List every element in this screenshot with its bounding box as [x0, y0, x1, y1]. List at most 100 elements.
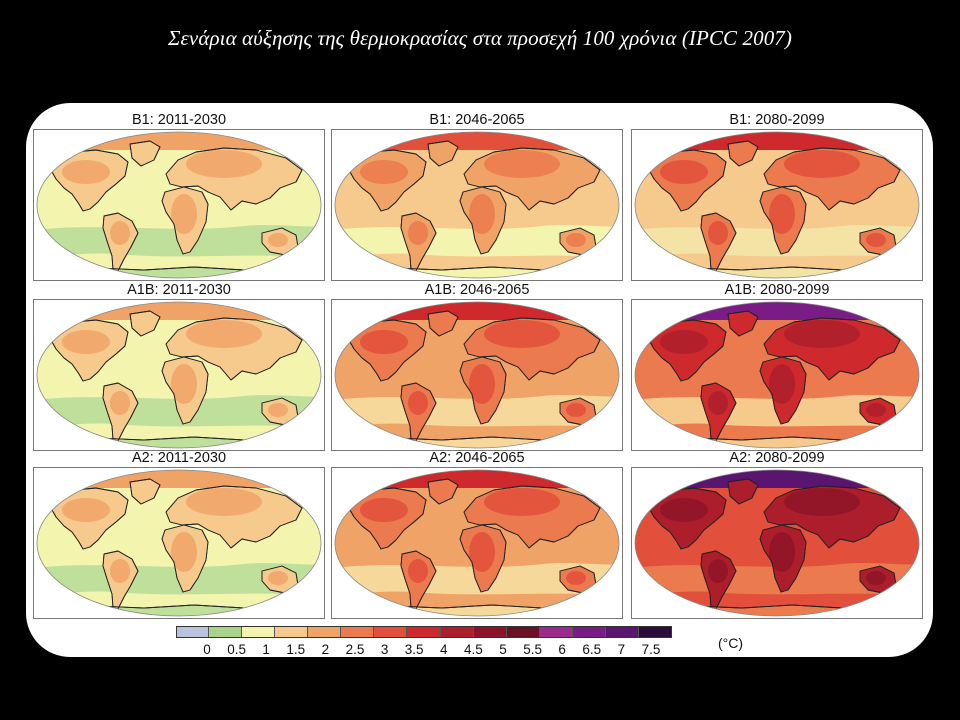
colorbar-tick-label: 5 — [499, 642, 507, 657]
coastline-eurasia — [763, 485, 901, 549]
warming-hotspot — [566, 403, 586, 417]
coastline-south-america — [400, 382, 437, 442]
coastline-eurasia — [763, 317, 901, 381]
globe-outline — [334, 131, 620, 279]
warming-hotspot — [660, 160, 708, 184]
colorbar-swatch — [176, 626, 210, 638]
warming-hotspot — [769, 194, 795, 234]
map-frame — [631, 467, 923, 619]
coastline-greenland — [727, 478, 759, 505]
arctic-region — [335, 470, 619, 488]
coastline-north-america — [50, 149, 129, 212]
map-content — [335, 302, 619, 448]
colorbar-tick-label: 0 — [203, 642, 211, 657]
coastline-eurasia — [165, 147, 303, 211]
arctic-region — [635, 470, 919, 488]
coastline-africa — [459, 186, 507, 255]
colorbar-tick-label: 4 — [440, 642, 448, 657]
warming-hotspot — [866, 403, 886, 417]
arctic-region — [37, 132, 321, 150]
colorbar-swatch — [440, 626, 474, 638]
panel-a1b-2046-2065: A1B: 2046-2065 — [331, 282, 623, 452]
world-map — [634, 469, 920, 617]
coastline-africa — [459, 524, 507, 593]
colorbar-unit: (°C) — [718, 635, 744, 651]
arctic-region — [37, 470, 321, 488]
coastline-north-america — [348, 149, 427, 212]
coastline-eurasia — [165, 485, 303, 549]
warming-hotspot — [110, 559, 130, 583]
map-content — [635, 470, 919, 616]
colorbar-tick-label: 0.5 — [227, 642, 246, 657]
coastline-greenland — [727, 310, 759, 337]
panel-a2-2080-2099: A2: 2080-2099 — [631, 450, 923, 620]
colorbar-tick-label: 6 — [558, 642, 566, 657]
coastline-africa — [161, 186, 209, 255]
map-content — [335, 470, 619, 616]
warming-hotspot — [469, 364, 495, 404]
map-content — [37, 470, 321, 616]
warming-hotspot — [708, 559, 728, 583]
colorbar-swatch — [209, 626, 243, 638]
warming-hotspot — [186, 488, 262, 516]
colorbar-tick-label: 1.5 — [286, 642, 306, 657]
panel-a2-2011-2030: A2: 2011-2030 — [33, 450, 325, 620]
panel-a2-2046-2065: A2: 2046-2065 — [331, 450, 623, 620]
warming-hotspot — [408, 391, 428, 415]
warming-hotspot — [784, 488, 860, 516]
coastline-south-america — [700, 550, 737, 610]
map-frame — [631, 129, 923, 281]
arctic-region — [635, 132, 919, 150]
warming-hotspot — [268, 233, 288, 247]
warming-hotspot — [866, 571, 886, 585]
coastline-africa — [759, 186, 807, 255]
warming-hotspot — [110, 221, 130, 245]
coastline-greenland — [727, 140, 759, 167]
colorbar-swatch — [506, 626, 540, 638]
colorbar-swatch — [275, 626, 309, 638]
warming-hotspot — [484, 320, 560, 348]
colorbar-swatch — [605, 626, 639, 638]
coastline-south-america — [700, 382, 737, 442]
coastline-greenland — [129, 310, 161, 337]
warming-hotspot — [660, 330, 708, 354]
coastline-greenland — [427, 478, 459, 505]
arctic-region — [37, 302, 321, 320]
coastline-eurasia — [165, 317, 303, 381]
colorbar-tick-label: 3 — [380, 642, 389, 657]
map-content — [335, 132, 619, 278]
coastline-north-america — [648, 487, 727, 550]
warming-hotspot — [62, 160, 110, 184]
colorbar-swatch — [539, 626, 573, 638]
coastline-north-america — [648, 319, 727, 382]
colorbar-tick-label: 3.5 — [404, 642, 424, 657]
globe-outline — [334, 469, 620, 617]
panel-label: A2: 2011-2030 — [131, 450, 227, 466]
map-content — [37, 132, 321, 278]
panel-label: B1: 2046-2065 — [429, 112, 525, 128]
panel-b1-2080-2099: B1: 2080-2099 — [631, 112, 923, 282]
warming-hotspot — [186, 150, 262, 178]
warming-hotspot — [769, 364, 795, 404]
panel-label: B1: 2011-2030 — [131, 112, 227, 128]
warming-hotspot — [708, 221, 728, 245]
coastline-greenland — [427, 140, 459, 167]
coastline-greenland — [427, 310, 459, 337]
coastline-africa — [161, 356, 209, 425]
coastline-south-america — [400, 550, 437, 610]
globe-outline — [36, 131, 322, 279]
map-frame — [331, 129, 623, 281]
panel-b1-2011-2030: B1: 2011-2030 — [33, 112, 325, 282]
panel-label: A1B: 2046-2065 — [424, 282, 530, 298]
warming-hotspot — [171, 194, 197, 234]
warming-hotspot — [469, 194, 495, 234]
world-map — [634, 301, 920, 449]
world-map — [334, 469, 620, 617]
coastline-eurasia — [463, 147, 601, 211]
globe-outline — [36, 469, 322, 617]
warming-hotspot — [186, 320, 262, 348]
coastline-greenland — [129, 140, 161, 167]
warming-hotspot — [408, 559, 428, 583]
colorbar-tick-label: 4.5 — [464, 642, 483, 657]
panel-label: A1B: 2080-2099 — [724, 282, 830, 298]
